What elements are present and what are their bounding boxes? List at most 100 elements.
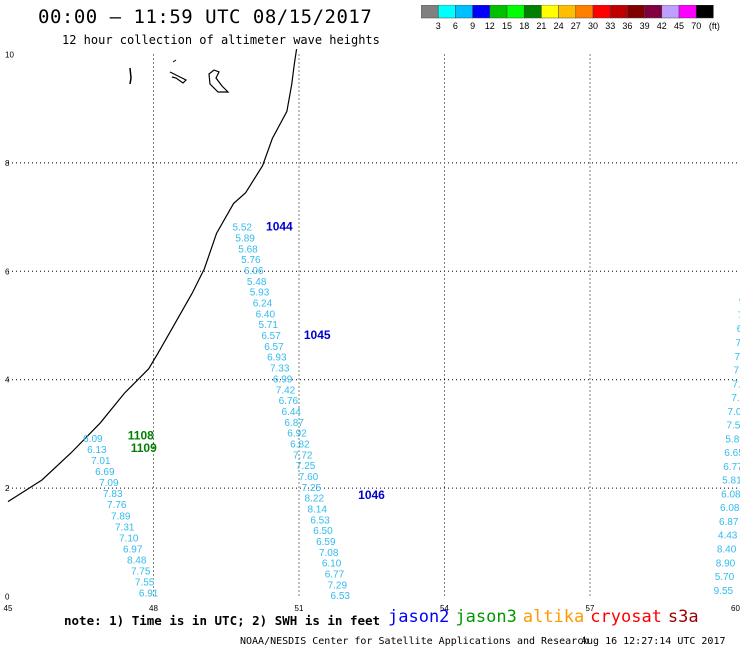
wave-height-value: 7.10 [119, 533, 139, 544]
wave-height-value: 6.77 [723, 462, 740, 473]
wave-height-value: 5.68 [238, 244, 258, 255]
legend-label: 33 [605, 21, 615, 31]
wave-height-value: 7.76 [107, 500, 127, 511]
wave-height-value: 7.08 [319, 548, 339, 559]
wave-height-value: 6.76 [279, 396, 299, 407]
wave-height-value: 8.22 [305, 494, 325, 505]
legend-label: 27 [571, 21, 581, 31]
wave-height-value: 6.44 [282, 407, 302, 418]
wave-height-value: 5.89 [725, 434, 740, 445]
wave-height-value: 6.59 [316, 537, 336, 548]
satellite-legend: jason2 jason3 altika cryosat s3a [388, 607, 705, 627]
wave-height-value: 7.42 [276, 385, 296, 396]
island-outline [208, 69, 230, 93]
legend-label: 18 [519, 21, 529, 31]
pass-number-label: 1044 [266, 220, 293, 234]
wave-height-value: 6.92 [287, 429, 307, 440]
wave-height-value: 7.60 [299, 472, 319, 483]
wave-height-value: 5.52 [233, 223, 253, 234]
legend-unit: (ft) [709, 21, 720, 31]
wave-height-value: 7.29 [328, 580, 348, 591]
wave-height-value: 6.77 [325, 570, 345, 581]
satellite-jason3: jason3 [455, 607, 517, 627]
wave-height-value: 7.09 [99, 478, 119, 489]
wave-height-value: 7.01 [91, 456, 111, 467]
legend-label: 39 [640, 21, 650, 31]
wave-height-value: 6.65 [724, 448, 740, 459]
wave-height-value: 8.90 [716, 558, 736, 569]
wave-height-value: 5.70 [715, 572, 735, 583]
pass-number-label: 1108 [128, 428, 154, 442]
wave-height-value: 6.99 [273, 374, 293, 385]
wave-height-value: 7.50 [726, 421, 740, 432]
legend-label: 30 [588, 21, 598, 31]
credit-line: NOAA/NESDIS Center for Satellite Applica… [240, 636, 590, 647]
wave-height-value: 8.14 [307, 504, 327, 515]
pass-number-label: 1046 [358, 488, 385, 502]
legend-label: 24 [554, 21, 564, 31]
wave-height-value: 8.48 [127, 555, 147, 566]
wave-height-value: 6.57 [264, 342, 284, 353]
lon-tick-label: 54 [440, 604, 449, 613]
units-note: note: 1) Time is in UTC; 2) SWH is in fe… [64, 613, 381, 628]
wave-height-value: 6.87 [284, 418, 304, 429]
wave-height-value: 6.53 [330, 591, 350, 602]
generated-timestamp: Aug 16 12:27:14 UTC 2017 [581, 636, 726, 647]
legend-label: 6 [453, 21, 458, 31]
legend-label: 36 [622, 21, 632, 31]
lat-tick-label: 0 [5, 593, 10, 602]
wave-height-value: 6.87 [719, 517, 739, 528]
lon-tick-label: 48 [149, 604, 158, 613]
lat-tick-label: 2 [5, 484, 10, 493]
satellite-altika: altika [522, 607, 585, 627]
wave-height-value: 5.93 [250, 288, 270, 299]
wave-height-value: 7.6 [736, 338, 740, 349]
wave-height-value: 8.40 [717, 544, 737, 555]
wave-height-value: 7.25 [296, 461, 316, 472]
lon-tick-label: 45 [4, 604, 13, 613]
wave-height-value: 9.55 [714, 586, 734, 597]
wave-height-value: 6.09 [83, 434, 103, 445]
wave-height-value: 5.81 [722, 476, 740, 487]
map-subtitle: 12 hour collection of altimeter wave hei… [62, 33, 380, 47]
legend-label: 21 [536, 21, 546, 31]
island-outline [172, 59, 177, 63]
wave-height-value: 7.75 [131, 566, 151, 577]
map-title: 00:00 – 11:59 UTC 08/15/2017 [38, 6, 373, 28]
wave-height-value: 7.72 [293, 450, 313, 461]
lat-tick-label: 8 [5, 159, 10, 168]
wave-height-value: 7.6 [733, 366, 740, 377]
legend-label: 15 [502, 21, 512, 31]
wave-height-value: 6.50 [313, 526, 333, 537]
island-outline [129, 67, 132, 85]
lat-tick-label: 4 [5, 376, 10, 385]
wave-height-value: 6.13 [87, 445, 107, 456]
wave-height-value: 6.93 [267, 353, 287, 364]
satellite-jason2: jason2 [388, 607, 450, 627]
wave-height-value: 7.55 [135, 577, 155, 588]
lat-tick-label: 6 [5, 267, 10, 276]
wave-height-value: 6.69 [95, 467, 115, 478]
pass-number-label: 1045 [304, 328, 331, 342]
coastline [7, 48, 298, 503]
lon-tick-label: 51 [295, 604, 304, 613]
wave-height-value: 5.89 [235, 233, 255, 244]
wave-height-value: 5.48 [247, 277, 267, 288]
wave-height-value: 7.83 [103, 489, 123, 500]
wave-height-value: 6.9 [737, 324, 740, 335]
legend-label: 12 [485, 21, 495, 31]
satellite-cryosat: cryosat [590, 607, 662, 627]
satellite-s3a: s3a [667, 607, 699, 627]
legend-label: 42 [657, 21, 667, 31]
wave-height-value: 7.31 [115, 522, 135, 533]
color-legend: 3 6 9 12 15 18 21 24 27 30 33 36 39 42 45 70 (ft) [421, 5, 720, 31]
wave-height-value: 7.0 [731, 393, 740, 404]
wave-height-value: 6.06 [244, 266, 264, 277]
wave-height-value: 6.08 [720, 503, 740, 514]
wave-height-value: 6.40 [256, 309, 276, 320]
wave-height-value: 7.5 [732, 379, 740, 390]
wave-height-value: 5.71 [258, 320, 278, 331]
legend-label: 70 [691, 21, 701, 31]
lon-tick-label: 60 [731, 604, 740, 613]
